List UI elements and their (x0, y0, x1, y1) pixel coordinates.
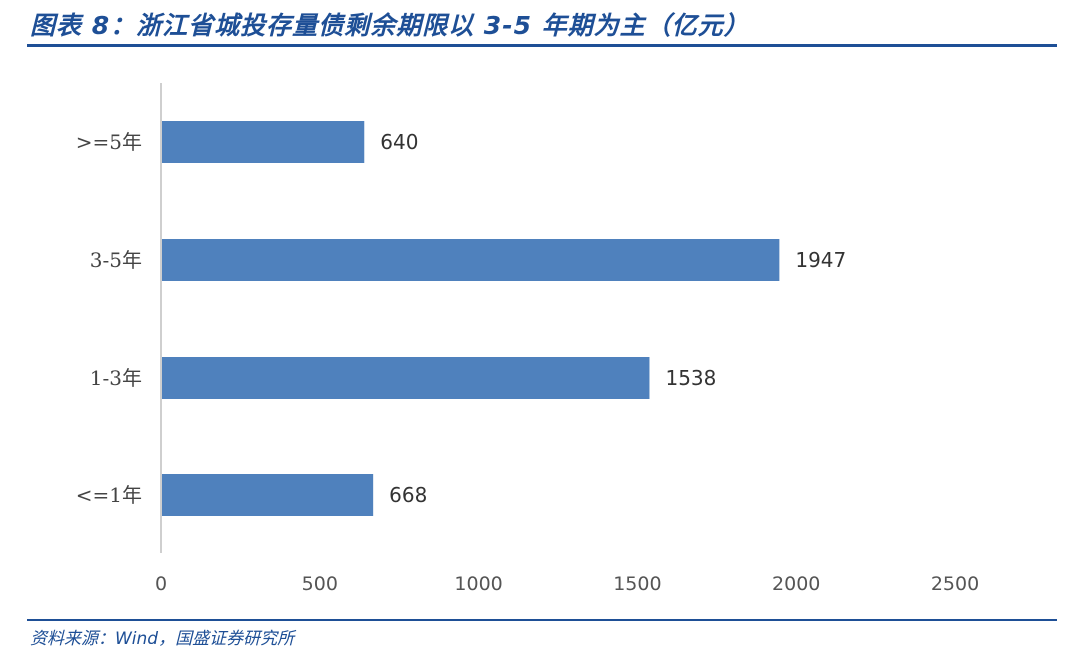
x-tick-label-4: 2000 (772, 573, 820, 595)
footer-divider (27, 619, 1057, 621)
value-label-0: 640 (380, 130, 418, 154)
title-divider (27, 44, 1057, 47)
value-label-2: 1538 (665, 366, 716, 390)
category-label-2: 1-3年 (90, 366, 142, 390)
value-label-3: 668 (389, 483, 427, 507)
source-note: 资料来源：Wind，国盛证券研究所 (30, 629, 295, 649)
x-tick-label-2: 1000 (454, 573, 502, 595)
x-tick-label-5: 2500 (931, 573, 979, 595)
x-tick-label-0: 0 (155, 573, 167, 595)
bar-0 (162, 121, 365, 163)
x-tick-label-3: 1500 (613, 573, 661, 595)
value-label-1: 1947 (795, 248, 846, 272)
bar-1 (162, 239, 780, 281)
bar-3 (162, 474, 374, 516)
category-label-3: <=1年 (76, 483, 142, 507)
chart-title: 图表 8：浙江省城投存量债剩余期限以 3-5 年期为主（亿元） (30, 11, 750, 40)
x-tick-label-1: 500 (302, 573, 338, 595)
category-label-1: 3-5年 (90, 248, 142, 272)
bar-2 (162, 357, 650, 399)
category-label-0: >=5年 (76, 130, 142, 154)
